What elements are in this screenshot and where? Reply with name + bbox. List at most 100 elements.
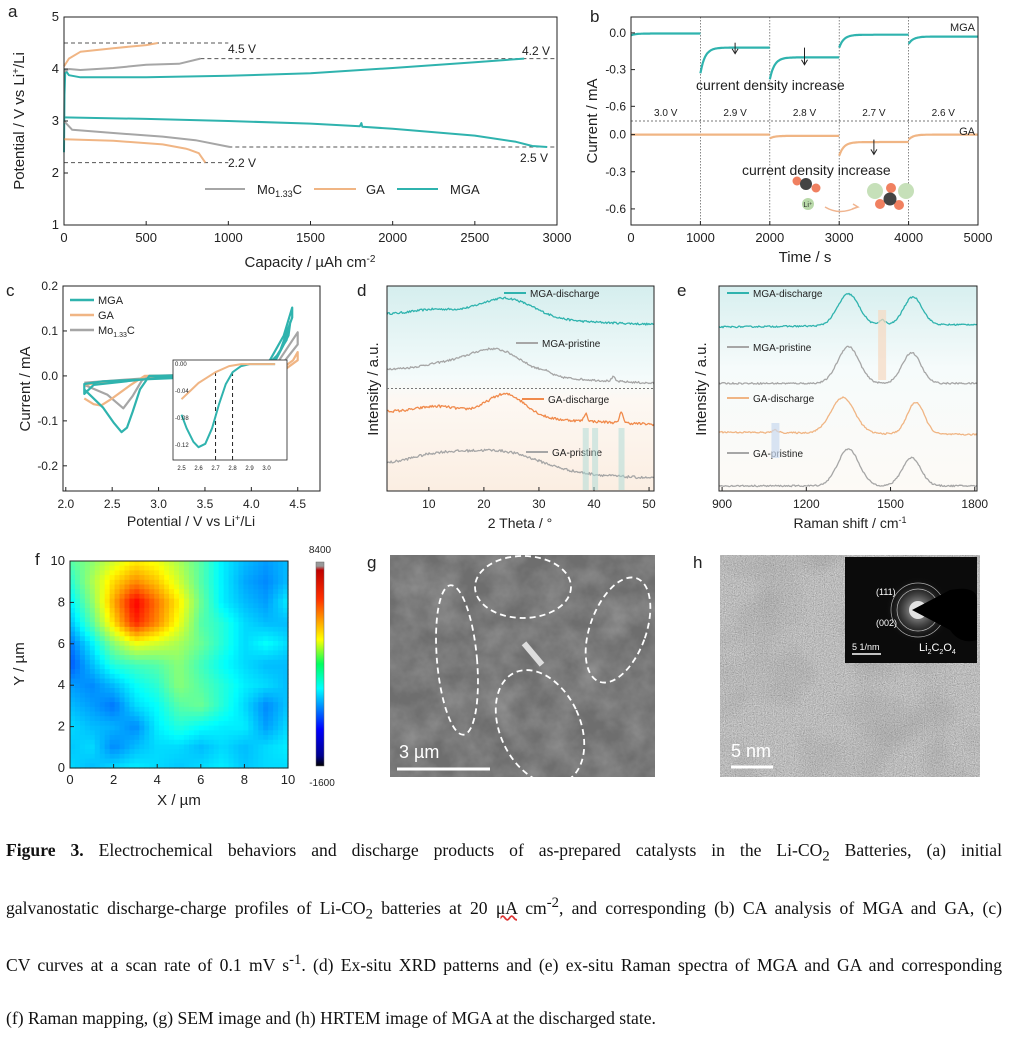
heatmap-cell [263,598,269,604]
heatmap-cell [188,763,195,769]
heatmap-cell [268,617,274,623]
heatmap-cell [238,678,244,684]
heatmap-cell [183,735,190,741]
legend-label-mo: Mo1.33C [98,325,135,339]
x-axis-label: Raman shift / cm-1 [793,515,906,531]
heatmap-cell [159,688,165,694]
heatmap-cell [233,645,240,651]
heatmap-cell [193,598,200,604]
heatmap-cell [154,631,160,637]
heatmap-cell [188,593,195,600]
heatmap-cell [139,636,145,642]
heatmap-cell [94,570,101,576]
heatmap-cell [79,589,86,595]
y-axis-label: Y / µm [11,642,28,685]
y-axis-label: Intensity / a.u. [365,342,382,435]
heatmap-cell [218,725,225,731]
heatmap-cell [154,589,160,595]
heatmap-cell [104,763,111,769]
heatmap-cell [70,664,76,670]
legend-label-ga: GA [98,310,115,322]
x-tick-label: 4.0 [243,497,260,511]
heatmap-cell [188,758,195,764]
heatmap-cell [198,706,205,713]
heatmap-cell [174,626,180,633]
heatmap-cell [94,650,101,656]
heatmap-cell [169,617,175,623]
heatmap-cell [174,565,180,571]
heatmap-cell [139,598,145,604]
x-tick-label: 50 [642,497,656,511]
heatmap-cell [164,640,170,647]
heatmap-cell [144,716,150,722]
heatmap-cell [208,612,215,619]
heatmap-cell [198,688,205,694]
heatmap-cell [84,636,91,642]
heatmap-cell [139,640,145,647]
heatmap-cell [74,758,81,764]
heatmap-cell [70,730,76,736]
heatmap-cell [268,739,274,746]
co2-li-reaction-illustration: Li⁺ [792,176,914,213]
heatmap-cell [164,565,170,571]
heatmap-cell [268,584,274,590]
heatmap-cell [159,716,165,722]
heatmap-cell [74,678,81,684]
heatmap-cell [243,692,249,699]
heatmap-cell [233,706,240,713]
heatmap-cell [183,565,190,571]
heatmap-cell [243,744,249,750]
heatmap-cell [124,725,131,731]
heatmap-cell [94,636,101,642]
heatmap-cell [188,565,195,571]
heatmap-cell [164,636,170,642]
heatmap-cell [243,730,249,736]
heatmap-cell [238,749,244,755]
heatmap-cell [263,645,269,651]
heatmap-cell [218,688,225,694]
heatmap-cell [188,683,195,689]
heatmap-cell [99,650,106,656]
heatmap-cell [124,697,131,703]
heatmap-cell [159,584,165,590]
heatmap-cell [154,579,160,586]
heatmap-cell [203,640,210,647]
heatmap-cell [263,763,269,769]
heatmap-cell [104,735,111,741]
heatmap-cell [268,758,274,764]
heatmap-cell [154,664,160,670]
heatmap-cell [169,669,175,675]
heatmap-cell [238,655,244,661]
heatmap-cell [169,753,175,760]
heatmap-cell [198,758,205,764]
heatmap-cell [213,561,220,567]
heatmap-cell [263,730,269,736]
heatmap-cell [179,603,185,609]
heatmap-cell [94,739,101,746]
heatmap-cell [79,626,86,633]
heatmap-cell [70,702,76,708]
heatmap-cell [213,735,220,741]
heatmap-cell [243,584,249,590]
heatmap-cell [248,608,254,614]
heatmap-cell [203,617,210,623]
heatmap-cell [144,739,150,746]
heatmap-cell [84,744,91,750]
heatmap-cell [228,744,235,750]
heatmap-cell [248,706,254,713]
heatmap-cell [89,622,96,628]
spectrum-ga-pristine [386,448,655,480]
heatmap-cell [144,603,150,609]
heatmap-cell [109,622,116,628]
heatmap-cell [193,688,200,694]
heatmap-cell [238,720,244,727]
heatmap-cell [84,603,91,609]
heatmap-cell [258,753,264,760]
heatmap-cell [139,702,145,708]
heatmap-cell [183,598,190,604]
heatmap-cell [258,692,264,699]
heatmap-cell [114,678,121,684]
heatmap-cell [174,697,180,703]
heatmap-cell [273,753,279,760]
heatmap-cell [228,735,235,741]
